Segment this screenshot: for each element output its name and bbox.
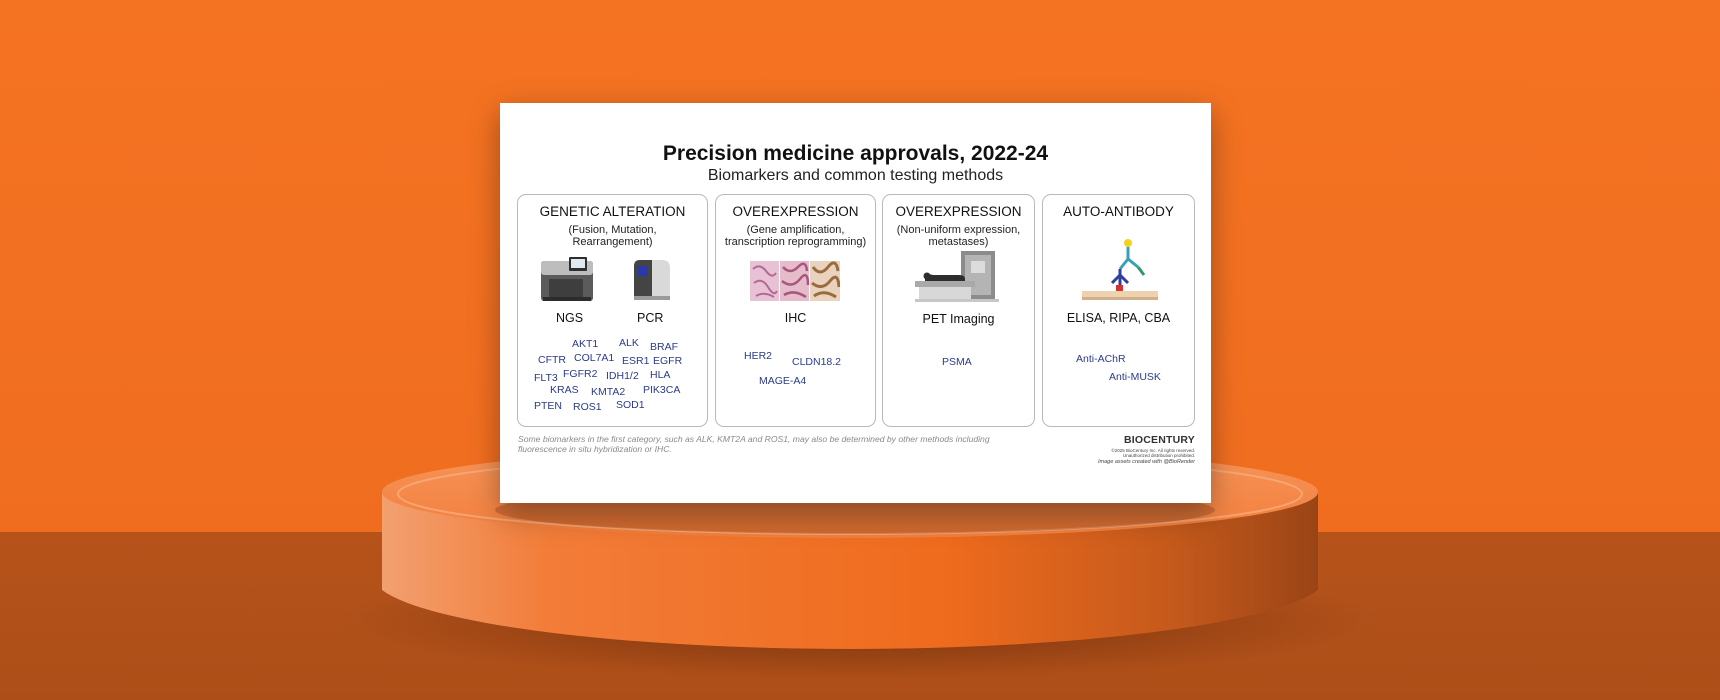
footnote: Some biomarkers in the first category, s…	[518, 434, 990, 454]
biomarker-label: HER2	[744, 350, 773, 362]
panel-subheading: (Non-uniform expression, metastases)	[896, 224, 1021, 248]
sequencer-icon	[541, 257, 593, 301]
biomarker-label: PTEN	[534, 400, 563, 412]
biomarker-label: IDH1/2	[606, 370, 639, 382]
panel-overexpression-amplification: OVEREXPRESSION (Gene amplification, tran…	[715, 194, 876, 427]
panel-heading: OVEREXPRESSION	[895, 204, 1022, 219]
image-credit: Image assets created with @BioRender	[1098, 459, 1195, 465]
biomarker-label: EGFR	[653, 355, 683, 367]
panel-heading: OVEREXPRESSION	[732, 204, 859, 219]
biomarker-label: Anti-MUSK	[1109, 371, 1161, 383]
panel-auto-antibody: AUTO-ANTIBODY ELISA, RIPA, CBA Anti-AChR…	[1042, 194, 1195, 427]
biomarker-label: ESR1	[622, 355, 650, 367]
panel-overexpression-nonuniform: OVEREXPRESSION (Non-uniform expression, …	[882, 194, 1035, 427]
pet-scanner-icon	[915, 251, 999, 302]
biomarker-label: AKT1	[572, 338, 599, 350]
biomarker-label: PIK3CA	[643, 384, 681, 396]
biomarker-label: Anti-AChR	[1076, 353, 1126, 365]
biomarker-label: HLA	[650, 369, 671, 381]
biomarker-label: KMTA2	[591, 386, 626, 398]
panel-heading: GENETIC ALTERATION	[539, 204, 686, 219]
biomarker-label: PSMA	[942, 356, 972, 368]
method-label-pet-imaging: PET Imaging	[922, 312, 995, 326]
pcr-machine-icon	[634, 260, 670, 300]
biomarker-label: FLT3	[534, 372, 558, 384]
method-label-ngs: NGS	[556, 311, 584, 325]
biomarker-label: CLDN18.2	[792, 356, 842, 368]
infographic-subtitle: Biomarkers and common testing methods	[707, 167, 1004, 184]
panel-heading: AUTO-ANTIBODY	[1063, 204, 1174, 219]
panel-subheading: (Gene amplification, transcription repro…	[724, 224, 867, 248]
method-label-pcr: PCR	[637, 311, 664, 325]
biomarker-label: COL7A1	[574, 352, 615, 364]
copyright-line: ©2025 BioCentury Inc. All rights reserve…	[1111, 448, 1195, 453]
tissue-slide-icon	[750, 261, 840, 301]
biomarker-label: CFTR	[538, 354, 566, 366]
biomarker-label: SOD1	[616, 399, 645, 411]
biomarker-label: ROS1	[573, 401, 602, 413]
biomarker-label: BRAF	[650, 341, 679, 353]
biomarker-label: FGFR2	[563, 368, 598, 380]
method-label-ihc: IHC	[784, 311, 807, 325]
infographic-title: Precision medicine approvals, 2022-24	[662, 142, 1049, 165]
copyright-line: Unauthorized distribution prohibited.	[1122, 453, 1195, 458]
panel-genetic-alteration: GENETIC ALTERATION (Fusion, Mutation, Re…	[517, 194, 708, 427]
method-label-elisa: ELISA, RIPA, CBA	[1066, 311, 1171, 325]
brand-logo: BIOCENTURY	[1123, 434, 1195, 446]
antibody-assay-icon	[1082, 239, 1158, 300]
panel-subheading: (Fusion, Mutation, Rearrangement)	[568, 224, 657, 248]
infographic-card: Precision medicine approvals, 2022-24 Bi…	[500, 103, 1211, 503]
biomarker-label: KRAS	[550, 384, 579, 396]
biomarker-label: MAGE-A4	[759, 375, 807, 387]
biomarker-label: ALK	[619, 337, 639, 349]
